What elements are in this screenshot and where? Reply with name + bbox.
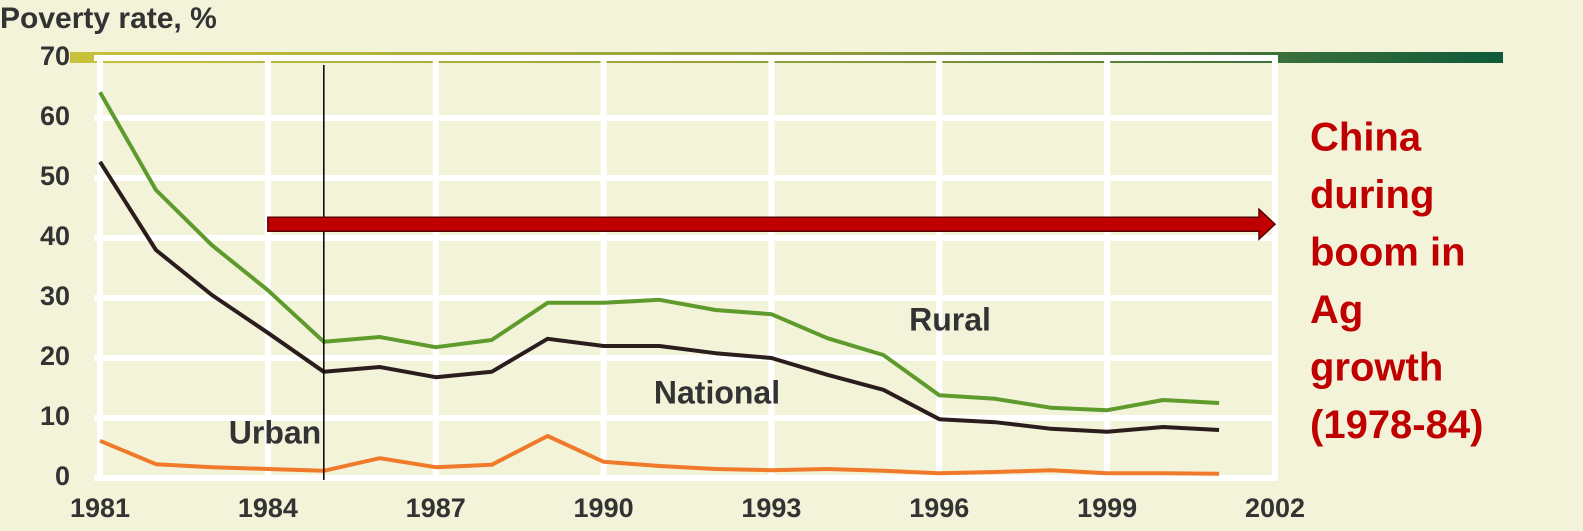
x-tick-label: 1990	[574, 493, 634, 523]
x-tick-label: 1993	[741, 493, 801, 523]
chart-title: Poverty rate, %	[0, 2, 217, 35]
annotation-line: China	[1310, 116, 1422, 160]
arrow	[267, 207, 1277, 241]
x-tick-label: 1984	[238, 493, 298, 523]
x-tick-label: 1987	[406, 493, 466, 523]
y-tick-label: 30	[40, 281, 70, 311]
y-tick-label: 70	[40, 41, 70, 71]
y-tick-label: 60	[40, 101, 70, 131]
y-tick-label: 0	[55, 461, 70, 491]
series-line	[99, 434, 1220, 476]
annotation-line: Ag	[1310, 288, 1363, 332]
series-label: Urban	[229, 414, 321, 450]
y-tick-label: 40	[40, 221, 70, 251]
y-tick-label: 20	[40, 341, 70, 371]
x-tick-label: 2002	[1245, 493, 1305, 523]
series-line	[98, 160, 1220, 434]
x-tick-label: 1999	[1077, 493, 1137, 523]
annotation-line: growth	[1310, 346, 1443, 390]
annotation-line: during	[1310, 173, 1434, 217]
x-tick-label: 1996	[909, 493, 969, 523]
series-line	[98, 91, 1220, 413]
y-tick-label: 50	[40, 161, 70, 191]
y-tick-label: 10	[40, 401, 70, 431]
series-label: Rural	[909, 301, 991, 337]
annotation-line: (1978-84)	[1310, 403, 1483, 447]
x-tick-label: 1981	[70, 493, 130, 523]
annotation-line: boom in	[1310, 231, 1466, 275]
series-label: National	[654, 374, 780, 410]
